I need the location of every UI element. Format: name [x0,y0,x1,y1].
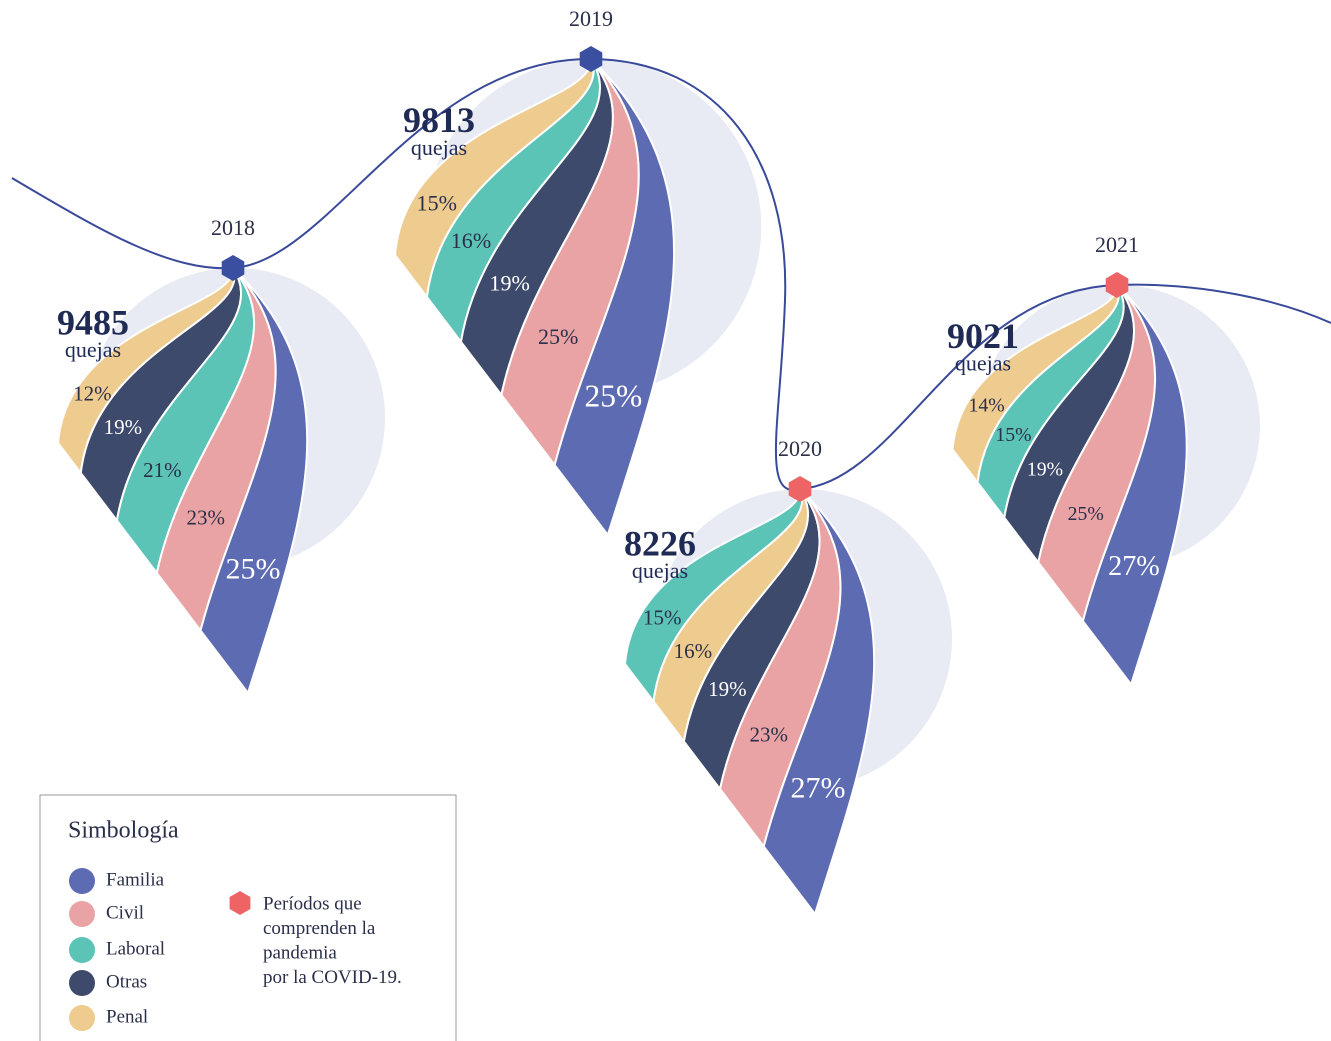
total-label: 9485 [57,302,129,342]
total-label: 9021 [947,316,1019,356]
legend-swatch [69,901,95,927]
year-label: 2021 [1095,232,1139,257]
band-label: 15% [417,191,457,216]
band-label: 14% [969,394,1005,416]
period-marker [221,255,245,281]
legend-label: Penal [106,1006,148,1027]
legend-label: Laboral [106,938,165,959]
legend-note: comprenden la [263,918,376,939]
band-label: 27% [791,772,846,805]
band-label: 23% [749,722,788,746]
band-label: 16% [674,639,713,663]
total-label: 9813 [403,100,475,140]
unit-label: quejas [955,351,1011,376]
ribbon-band [762,488,876,915]
band-label: 19% [708,677,747,701]
legend-note: por la COVID-19. [263,967,402,988]
band-label: 15% [643,606,682,630]
ribbon-band [1081,284,1188,686]
unit-label: quejas [632,558,688,583]
legend-box [39,794,457,1041]
band-label: 19% [1027,459,1063,481]
band-label: 27% [1108,551,1160,582]
ribbon-band [553,58,675,536]
band-label: 25% [226,553,281,586]
legend-note: pandemia [263,942,337,963]
band-label: 16% [451,228,491,253]
band-label: 19% [489,270,529,295]
period-marker [788,476,812,502]
timeline [11,57,1331,491]
year-label: 2020 [778,436,822,461]
unit-label: quejas [65,337,121,362]
band-label: 19% [104,415,143,439]
band-label: 25% [1068,503,1104,525]
band-label: 25% [538,324,578,349]
legend-title: Simbología [68,818,179,844]
legend-note: Períodos que [263,893,362,914]
year-label: 2019 [569,6,613,31]
legend-swatch [69,970,95,996]
period-marker [1105,272,1129,298]
legend-swatch [69,868,95,894]
band-label: 21% [143,458,182,482]
legend-pandemic-marker [229,891,251,915]
band-label: 15% [995,424,1031,446]
legend-label: Civil [106,902,144,923]
band-label: 23% [186,506,225,530]
legend: Familia Civil Laboral Otras Penal Períodos qu… [69,868,402,1031]
band-label: 12% [73,381,112,405]
total-label: 8226 [624,523,696,563]
unit-label: quejas [411,135,467,160]
legend-swatch [69,1005,95,1031]
band-label: 25% [585,379,643,414]
legend-label: Otras [106,971,147,992]
ribbon-band [199,267,309,694]
drops: 12%19%21%23%25%20189485quejas15%16%19%25… [57,6,1188,915]
legend-swatch [69,937,95,963]
year-label: 2018 [211,215,255,240]
period-marker [579,46,603,72]
legend-label: Familia [106,869,165,890]
